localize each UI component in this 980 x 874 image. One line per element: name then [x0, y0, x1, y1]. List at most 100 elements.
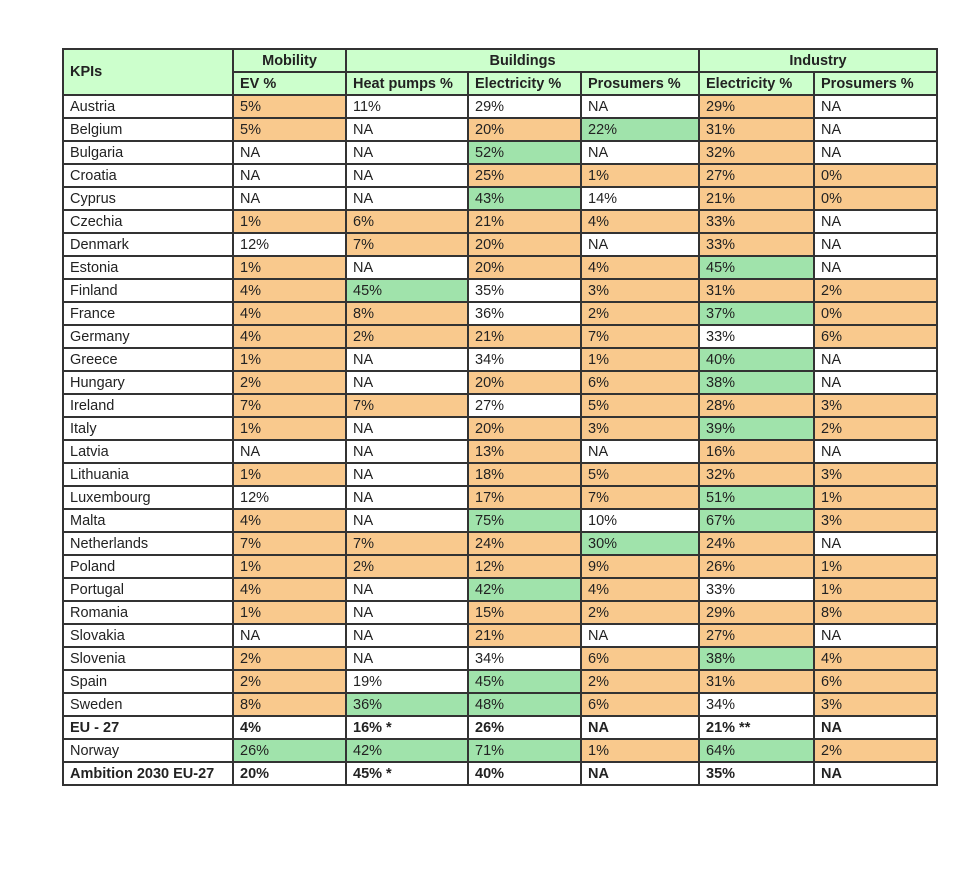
cell-industry-electricity: 34%	[698, 692, 815, 717]
row-label: Hungary	[62, 370, 234, 395]
cell-heat-pumps: NA	[345, 186, 469, 211]
cell-buildings-electricity: 20%	[467, 370, 582, 395]
cell-buildings-electricity: 13%	[467, 439, 582, 464]
cell-industry-electricity: 32%	[698, 140, 815, 165]
table-row: Spain 2% 19% 45% 2% 31% 6%	[62, 669, 938, 694]
kpi-table: KPIs Mobility Buildings Industry EV % He…	[62, 48, 938, 786]
row-label: Norway	[62, 738, 234, 763]
cell-ev: 26%	[232, 738, 347, 763]
cell-ev: NA	[232, 439, 347, 464]
cell-heat-pumps: 11%	[345, 94, 469, 119]
cell-heat-pumps: NA	[345, 347, 469, 372]
cell-ev: 4%	[232, 577, 347, 602]
cell-buildings-electricity: 29%	[467, 94, 582, 119]
cell-industry-prosumers: 0%	[813, 186, 938, 211]
group-header-industry: Industry	[698, 48, 938, 73]
row-label: Slovakia	[62, 623, 234, 648]
table-row: Ambition 2030 EU-27 20% 45% * 40% NA 35% NA	[62, 761, 938, 786]
cell-buildings-electricity: 71%	[467, 738, 582, 763]
row-label: Austria	[62, 94, 234, 119]
cell-buildings-prosumers: NA	[580, 140, 700, 165]
row-label: Finland	[62, 278, 234, 303]
row-label: Poland	[62, 554, 234, 579]
cell-ev: NA	[232, 186, 347, 211]
cell-industry-prosumers: NA	[813, 623, 938, 648]
cell-industry-prosumers: NA	[813, 439, 938, 464]
cell-buildings-prosumers: 22%	[580, 117, 700, 142]
cell-heat-pumps: 8%	[345, 301, 469, 326]
cell-industry-electricity: 26%	[698, 554, 815, 579]
cell-industry-prosumers: 1%	[813, 485, 938, 510]
cell-industry-electricity: 38%	[698, 646, 815, 671]
table-row: Estonia 1% NA 20% 4% 45% NA	[62, 255, 938, 280]
cell-buildings-prosumers: 2%	[580, 301, 700, 326]
table-row: Norway 26% 42% 71% 1% 64% 2%	[62, 738, 938, 763]
table-row: France 4% 8% 36% 2% 37% 0%	[62, 301, 938, 326]
table-row: Portugal 4% NA 42% 4% 33% 1%	[62, 577, 938, 602]
cell-industry-electricity: 40%	[698, 347, 815, 372]
cell-industry-electricity: 16%	[698, 439, 815, 464]
cell-industry-electricity: 31%	[698, 278, 815, 303]
cell-industry-electricity: 45%	[698, 255, 815, 280]
cell-heat-pumps: NA	[345, 370, 469, 395]
group-header-row: KPIs Mobility Buildings Industry	[62, 48, 938, 96]
cell-buildings-electricity: 75%	[467, 508, 582, 533]
table-row: Austria 5% 11% 29% NA 29% NA	[62, 94, 938, 119]
cell-buildings-electricity: 34%	[467, 347, 582, 372]
cell-industry-prosumers: 0%	[813, 163, 938, 188]
row-label: Malta	[62, 508, 234, 533]
cell-industry-prosumers: 3%	[813, 462, 938, 487]
cell-industry-electricity: 21% **	[698, 715, 815, 740]
cell-ev: 1%	[232, 416, 347, 441]
cell-industry-electricity: 38%	[698, 370, 815, 395]
cell-buildings-prosumers: 7%	[580, 324, 700, 349]
row-label: Romania	[62, 600, 234, 625]
row-label: Croatia	[62, 163, 234, 188]
cell-industry-prosumers: 1%	[813, 554, 938, 579]
cell-ev: 5%	[232, 94, 347, 119]
column-header-heat-pumps: Heat pumps %	[345, 71, 469, 96]
cell-industry-electricity: 29%	[698, 94, 815, 119]
cell-buildings-prosumers: 14%	[580, 186, 700, 211]
table-row: Belgium 5% NA 20% 22% 31% NA	[62, 117, 938, 142]
cell-ev: NA	[232, 163, 347, 188]
cell-buildings-electricity: 20%	[467, 255, 582, 280]
cell-buildings-electricity: 25%	[467, 163, 582, 188]
cell-heat-pumps: 36%	[345, 692, 469, 717]
cell-industry-electricity: 33%	[698, 324, 815, 349]
table-row: Bulgaria NA NA 52% NA 32% NA	[62, 140, 938, 165]
table-body: Austria 5% 11% 29% NA 29% NA Belgium 5% NA 20% 22% 3…	[62, 94, 938, 786]
cell-heat-pumps: NA	[345, 255, 469, 280]
table-row: Slovakia NA NA 21% NA 27% NA	[62, 623, 938, 648]
cell-ev: 4%	[232, 324, 347, 349]
cell-buildings-electricity: 26%	[467, 715, 582, 740]
row-label: Spain	[62, 669, 234, 694]
cell-industry-electricity: 33%	[698, 209, 815, 234]
cell-industry-prosumers: NA	[813, 347, 938, 372]
cell-buildings-electricity: 45%	[467, 669, 582, 694]
cell-buildings-prosumers: NA	[580, 623, 700, 648]
cell-buildings-prosumers: 6%	[580, 646, 700, 671]
cell-industry-prosumers: 6%	[813, 324, 938, 349]
cell-industry-prosumers: NA	[813, 209, 938, 234]
table-row: Poland 1% 2% 12% 9% 26% 1%	[62, 554, 938, 579]
cell-ev: NA	[232, 140, 347, 165]
cell-industry-electricity: 64%	[698, 738, 815, 763]
row-label: Ireland	[62, 393, 234, 418]
cell-buildings-electricity: 48%	[467, 692, 582, 717]
group-header-mobility: Mobility	[232, 48, 347, 73]
cell-industry-electricity: 21%	[698, 186, 815, 211]
cell-heat-pumps: NA	[345, 508, 469, 533]
cell-buildings-electricity: 18%	[467, 462, 582, 487]
cell-industry-electricity: 28%	[698, 393, 815, 418]
table-header: KPIs Mobility Buildings Industry EV % He…	[62, 48, 938, 96]
cell-industry-electricity: 32%	[698, 462, 815, 487]
cell-buildings-prosumers: 1%	[580, 347, 700, 372]
kpis-header: KPIs	[62, 48, 234, 96]
cell-industry-prosumers: 2%	[813, 738, 938, 763]
cell-industry-electricity: 27%	[698, 163, 815, 188]
cell-buildings-electricity: 20%	[467, 416, 582, 441]
cell-buildings-prosumers: 4%	[580, 209, 700, 234]
cell-industry-electricity: 33%	[698, 232, 815, 257]
cell-buildings-electricity: 27%	[467, 393, 582, 418]
